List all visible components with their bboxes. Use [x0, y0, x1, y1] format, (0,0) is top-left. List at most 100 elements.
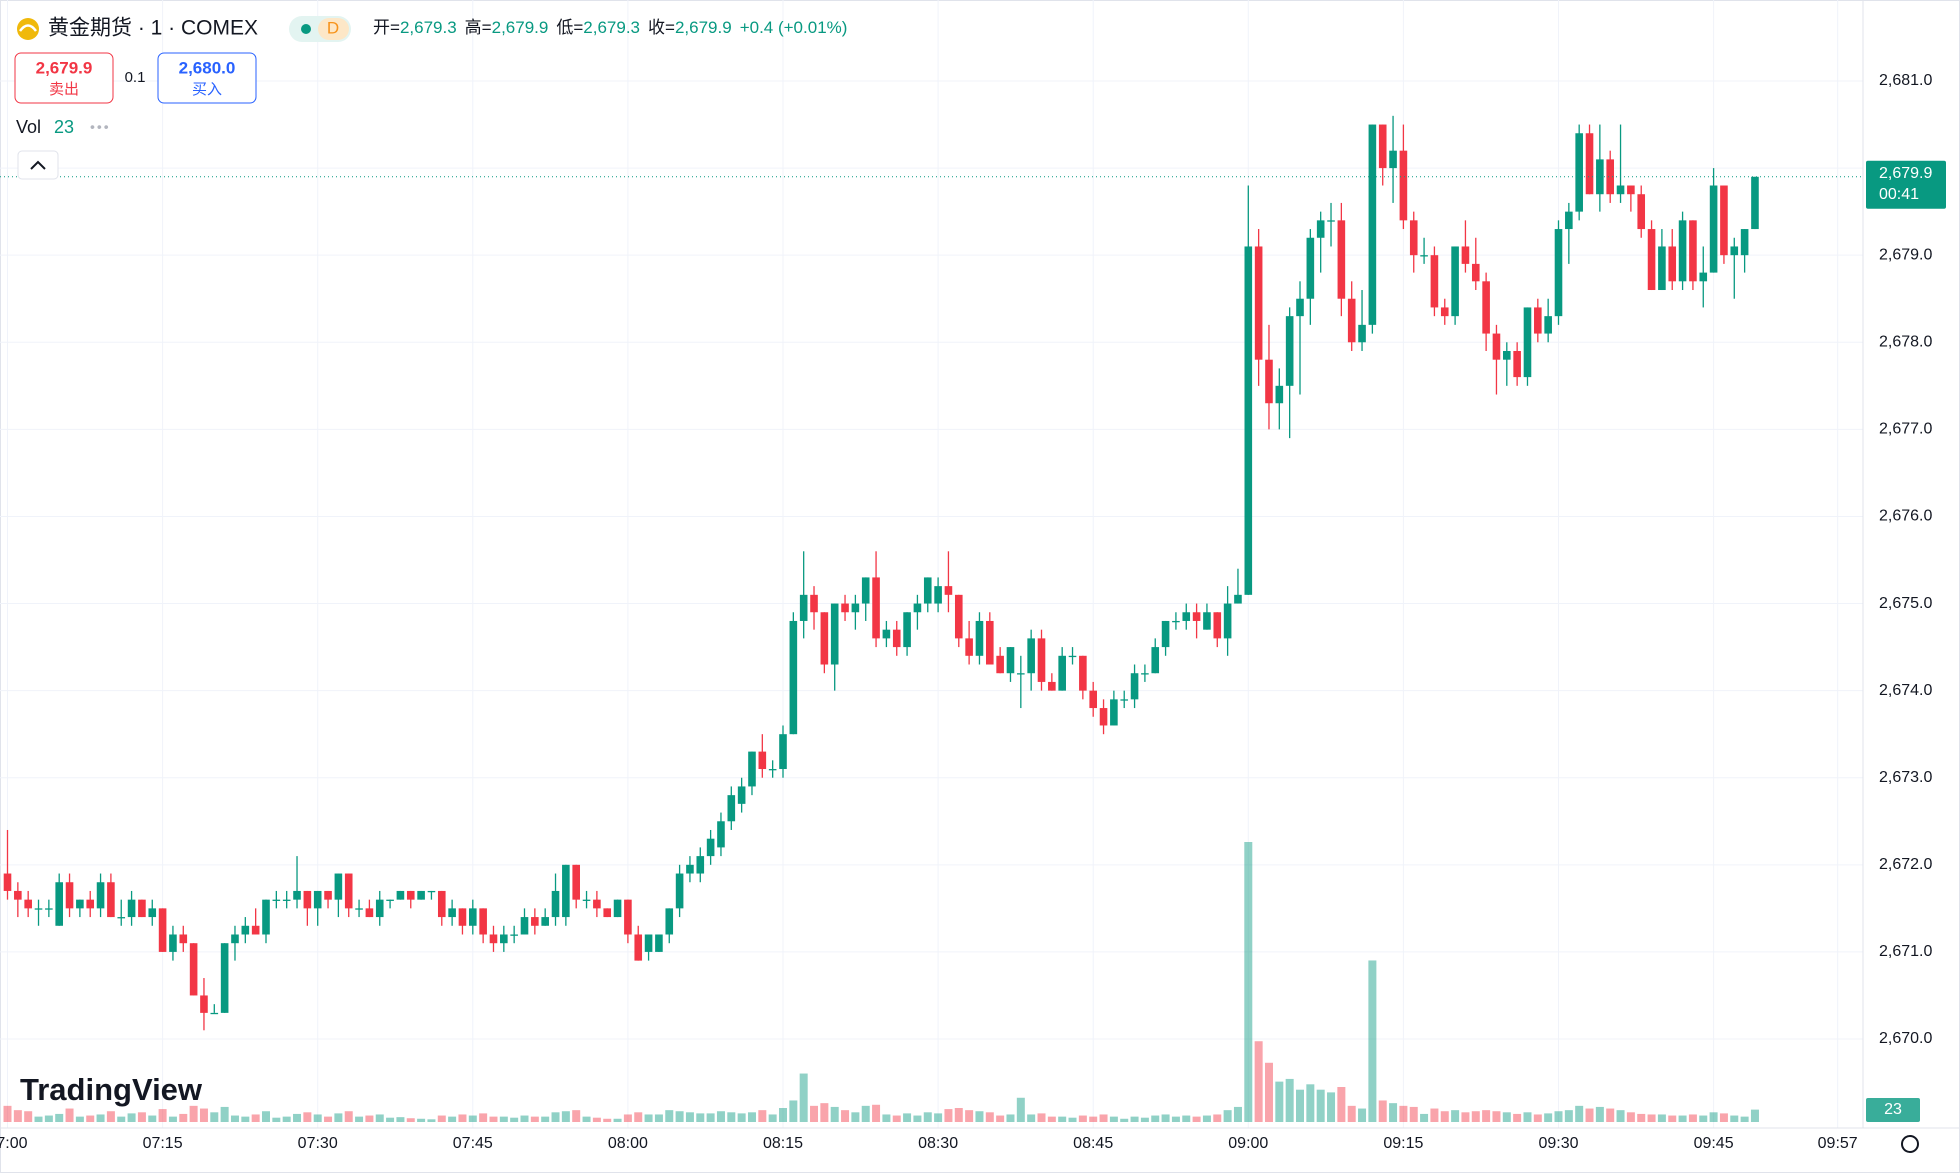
volume-bar [386, 1117, 395, 1122]
candle-body [117, 917, 126, 919]
volume-bar [541, 1116, 550, 1122]
volume-bar [1389, 1103, 1398, 1122]
candle-body [24, 899, 32, 909]
candle-body [1585, 133, 1594, 195]
volume-bar [737, 1113, 746, 1122]
candle-body [1482, 281, 1490, 334]
candle-body [241, 925, 250, 935]
candle-body [1378, 124, 1387, 169]
ohlc-label: 高= [465, 18, 492, 37]
candle-body [1461, 246, 1470, 264]
candle-body [1678, 220, 1687, 282]
volume-bar [1254, 1041, 1263, 1122]
volume-bar [1544, 1113, 1553, 1122]
logo[interactable]: TradingView [20, 1072, 203, 1107]
volume-bar [1399, 1105, 1408, 1122]
volume-bar [251, 1114, 260, 1122]
volume-bar [1223, 1110, 1232, 1122]
candle-body [479, 908, 487, 935]
ohlc-value: 2,679.9 [492, 18, 549, 37]
candle-body [1565, 211, 1573, 230]
sell-price: 2,679.9 [36, 58, 93, 77]
status-dot [301, 24, 311, 34]
volume-bar [1750, 1109, 1759, 1122]
x-tick-label: 09:15 [1383, 1135, 1423, 1152]
y-tick-label: 2,677.0 [1879, 421, 1932, 438]
candle-body [500, 934, 508, 944]
volume-bar [417, 1118, 426, 1122]
volume-bar [499, 1116, 508, 1122]
volume-bar [1471, 1111, 1480, 1122]
candle-body [541, 917, 549, 926]
sell-button[interactable] [14, 52, 114, 104]
candle-body [1068, 655, 1077, 658]
symbol-title[interactable]: 黄金期货 · 1 · COMEX [48, 17, 258, 40]
candle-body [582, 899, 591, 901]
x-tick-label: 07:30 [298, 1135, 338, 1152]
interval-badge[interactable]: D [327, 18, 339, 37]
settings-icon[interactable] [1901, 1135, 1919, 1153]
buy-button[interactable] [157, 52, 257, 104]
volume-bar [1171, 1116, 1180, 1122]
candle-body [975, 620, 984, 656]
volume-bar [685, 1112, 694, 1122]
volume-bar [613, 1118, 622, 1122]
volume-bar [592, 1117, 601, 1122]
y-tick-label: 2,679.0 [1879, 246, 1932, 263]
volume-bar [1378, 1100, 1387, 1122]
volume-bar [654, 1114, 663, 1122]
volume-bar [996, 1115, 1005, 1122]
volume-bar [1668, 1115, 1677, 1122]
x-tick-label: 08:15 [763, 1135, 803, 1152]
candle-body [65, 882, 74, 909]
volume-bar [3, 1105, 12, 1122]
candle-body [1130, 673, 1139, 700]
candle-body [872, 577, 880, 639]
x-tick-label: 07:45 [453, 1135, 493, 1152]
interval-badge-bg [318, 18, 349, 40]
volume-bar [1492, 1111, 1501, 1122]
volume-bar [210, 1112, 219, 1122]
candle-body [1141, 673, 1149, 675]
candle-body [231, 934, 239, 944]
candle-body [107, 882, 115, 918]
volume-bar [127, 1113, 136, 1122]
volume-bar [1068, 1117, 1077, 1122]
candle-body [1244, 246, 1253, 595]
x-tick-label: 09:45 [1694, 1135, 1734, 1152]
volume-bar [1233, 1106, 1242, 1122]
y-tick-label: 2,673.0 [1879, 769, 1932, 786]
volume-bar [1047, 1116, 1056, 1122]
candle-body [1358, 324, 1366, 343]
volume-bar [727, 1112, 736, 1122]
more-dots[interactable]: ••• [90, 119, 111, 135]
candle-body [55, 882, 63, 926]
volume-bar [86, 1115, 95, 1122]
candle-body [841, 603, 849, 613]
candle-body [365, 908, 374, 918]
collapse-button[interactable] [17, 150, 59, 180]
volume-bar [313, 1114, 322, 1122]
candle-body [768, 769, 777, 771]
volume-bar [1120, 1118, 1129, 1122]
candle-body [1751, 176, 1759, 230]
candle-body [1079, 655, 1087, 691]
volume-bar [789, 1100, 798, 1122]
candle-body [624, 899, 632, 935]
volume-bar [1626, 1112, 1635, 1122]
volume-bar [1130, 1116, 1139, 1122]
candle-body [1151, 647, 1160, 674]
candle-body [1048, 681, 1056, 691]
candle-body [34, 908, 43, 910]
candle-body [282, 899, 291, 901]
candle-body [1709, 185, 1718, 273]
volume-bar [262, 1111, 270, 1122]
volume-bar [448, 1116, 457, 1122]
volume-bar [913, 1115, 922, 1122]
volume-bar [106, 1111, 115, 1122]
volume-bar [1213, 1114, 1222, 1122]
candle-body [830, 603, 839, 665]
candle-body [820, 612, 829, 665]
volume-bar [1451, 1110, 1460, 1122]
